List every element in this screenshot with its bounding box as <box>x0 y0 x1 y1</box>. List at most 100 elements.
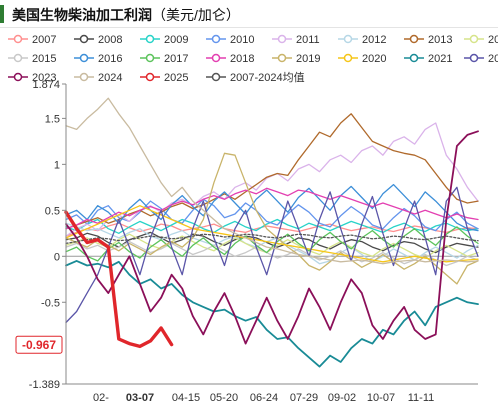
legend-label: 2011 <box>296 34 320 46</box>
legend-swatch-marker <box>211 34 221 44</box>
chart-unit: （美元/加仑） <box>152 7 240 23</box>
y-axis: 1.874 1.5 1 0.5 0 -0.5 -1.389 <box>29 79 67 391</box>
legend-swatch-marker <box>145 72 155 82</box>
legend-swatch-marker <box>469 34 479 44</box>
legend-item-2018[interactable]: 2018 <box>206 53 254 65</box>
legend-item-2009[interactable]: 2009 <box>140 34 188 46</box>
legend-swatch-marker <box>79 34 89 44</box>
legend-label: 2016 <box>98 53 122 65</box>
series-line-2023 <box>65 130 479 345</box>
legend-swatch-marker <box>145 34 155 44</box>
y-tick-label: 0.5 <box>45 205 60 217</box>
x-tick-label: 06-24 <box>250 392 278 404</box>
latest-value-callout: -0.967 <box>15 335 63 354</box>
x-tick-label: 10-07 <box>367 392 395 404</box>
legend-item-2024[interactable]: 2024 <box>74 72 122 84</box>
series-line-2025 <box>64 210 174 349</box>
series-line-2017 <box>65 226 479 262</box>
legend-item-2008[interactable]: 2008 <box>74 34 122 46</box>
legend-swatch-marker <box>343 53 353 63</box>
legend-label: 2007-2024均值 <box>230 71 305 84</box>
legend-item-2011[interactable]: 2011 <box>272 34 320 46</box>
legend-swatch-marker <box>409 34 419 44</box>
legend-item-2016[interactable]: 2016 <box>74 53 122 65</box>
legend-item-2019[interactable]: 2019 <box>272 53 320 65</box>
y-tick-label: -1.389 <box>29 379 60 391</box>
legend-label: 2019 <box>296 53 320 65</box>
legend-label: 2012 <box>362 34 386 46</box>
legend-swatch-marker <box>79 72 89 82</box>
callout-value: -0.967 <box>22 338 56 352</box>
series-line-2007-2024 <box>65 233 479 245</box>
legend-label: 2009 <box>164 34 188 46</box>
legend-swatch-marker <box>469 53 479 63</box>
legend-swatch-marker <box>211 72 221 82</box>
legend-label: 2008 <box>98 34 122 46</box>
legend-label: 2025 <box>164 72 188 84</box>
legend-item-2021[interactable]: 2021 <box>404 53 452 65</box>
x-tick-label: 05-20 <box>210 392 238 404</box>
legend-swatch-marker <box>277 34 287 44</box>
series-line-2007 <box>65 222 479 237</box>
legend-item-2025[interactable]: 2025 <box>140 72 188 84</box>
series-line-2009 <box>65 218 479 234</box>
y-tick-label: 0 <box>54 251 60 263</box>
legend-item-2012[interactable]: 2012 <box>338 34 386 46</box>
legend-item-2017[interactable]: 2017 <box>140 53 188 65</box>
x-axis: 02- 03-07 04-15 05-20 06-24 07-29 09-02 10-07 11… <box>66 383 478 404</box>
legend-item-2007-2024[interactable]: 2007-2024均值 <box>206 71 305 84</box>
legend-label: 2022 <box>488 53 498 65</box>
x-tick-label: 02- <box>93 392 109 404</box>
x-tick-label: 11-11 <box>408 392 435 404</box>
legend-label: 2015 <box>32 53 56 65</box>
y-tick-label: 1.874 <box>32 79 60 91</box>
legend-label: 2018 <box>230 53 254 65</box>
chart-title: 美国生物柴油加工利润（美元/加仑） <box>12 7 240 23</box>
header-divider <box>0 27 498 28</box>
series-line-2024 <box>65 97 479 265</box>
plot-area <box>64 97 479 368</box>
series-line-2014 <box>65 233 479 259</box>
legend-label: 2010 <box>230 34 254 46</box>
legend-item-2020[interactable]: 2020 <box>338 53 386 65</box>
legend-item-2022[interactable]: 2022 <box>464 53 498 65</box>
legend-item-2023[interactable]: 2023 <box>8 72 56 84</box>
legend-swatch-marker <box>343 34 353 44</box>
header-accent-bar <box>0 5 4 23</box>
legend-swatch-marker <box>79 53 89 63</box>
legend-item-2014[interactable]: 2014 <box>464 34 498 46</box>
legend-swatch-marker <box>277 53 287 63</box>
legend-swatch-marker <box>13 72 23 82</box>
chart-legend: 2007 2008 2009 2010 2011 2012 2013 2014 2015 2016… <box>8 34 498 84</box>
x-tick-label: 09-02 <box>328 392 356 404</box>
chart-header: 美国生物柴油加工利润（美元/加仑） <box>0 0 498 28</box>
legend-label: 2014 <box>488 34 498 46</box>
legend-item-2013[interactable]: 2013 <box>404 34 452 46</box>
legend-label: 2024 <box>98 72 122 84</box>
legend-item-2010[interactable]: 2010 <box>206 34 254 46</box>
x-tick-label: 07-29 <box>290 392 318 404</box>
y-tick-label: -0.5 <box>41 297 60 309</box>
legend-swatch-marker <box>13 53 23 63</box>
legend-swatch-marker <box>211 53 221 63</box>
series-line-2021 <box>65 259 479 368</box>
legend-label: 2023 <box>32 72 56 84</box>
series-line-2019 <box>65 152 479 285</box>
legend-swatch-marker <box>145 53 155 63</box>
y-tick-label: 1.5 <box>45 113 60 125</box>
legend-item-2007[interactable]: 2007 <box>8 34 56 46</box>
series-line-2016 <box>65 183 479 232</box>
series-line-2020 <box>65 205 479 263</box>
legend-swatch-marker <box>409 53 419 63</box>
x-tick-label: 03-07 <box>126 392 154 404</box>
legend-label: 2017 <box>164 53 188 65</box>
x-tick-label: 04-15 <box>172 392 200 404</box>
legend-label: 2021 <box>428 53 452 65</box>
legend-label: 2013 <box>428 34 452 46</box>
legend-item-2015[interactable]: 2015 <box>8 53 56 65</box>
series-line-2018 <box>65 187 479 230</box>
legend-label: 2020 <box>362 53 386 65</box>
callout-box <box>15 335 63 354</box>
series-line-2011 <box>65 122 479 237</box>
